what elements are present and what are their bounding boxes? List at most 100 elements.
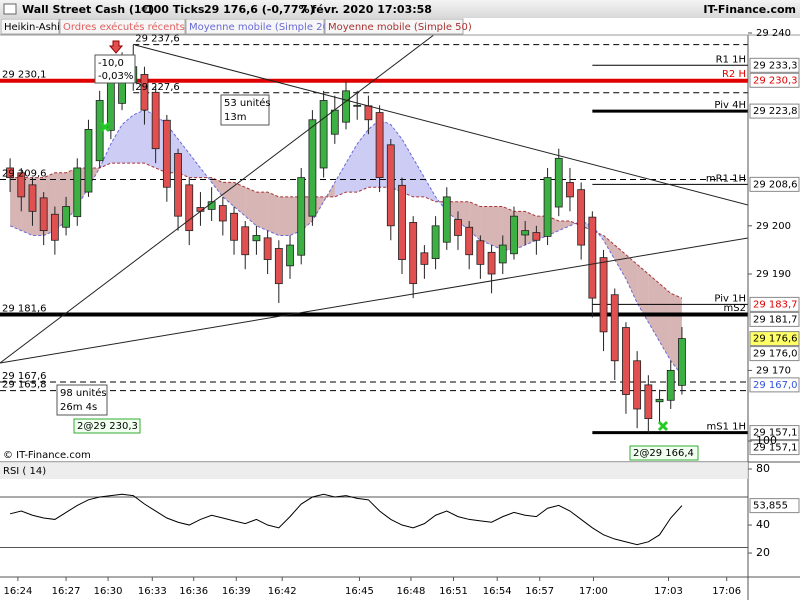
- candle-body: [330, 109, 339, 135]
- price-tag: [749, 425, 800, 441]
- ma-fill: [625, 254, 638, 303]
- candle-body: [73, 167, 82, 218]
- price-tag: [749, 103, 800, 119]
- candle-body: [442, 196, 451, 243]
- candle-body: [398, 184, 406, 260]
- price-tag: [749, 176, 800, 192]
- ma-fill: [189, 153, 201, 178]
- legend-tab[interactable]: [59, 18, 186, 35]
- price-tag: [749, 331, 800, 347]
- ma-fill: [245, 187, 257, 226]
- candle-body: [17, 172, 26, 198]
- candle-body: [454, 219, 462, 236]
- ma-fill: [234, 182, 246, 217]
- ma-fill: [491, 206, 503, 250]
- moving-average: [9, 109, 683, 376]
- candle-body: [84, 129, 93, 193]
- legend-item: Moyenne mobile (Simple 20): [189, 22, 333, 33]
- candle-body: [241, 226, 250, 256]
- x-tick-label: 16:36: [179, 586, 208, 597]
- candle-body: [465, 226, 474, 256]
- x-tick-label: 17:06: [712, 586, 741, 597]
- order-label: 2@29 166,4: [633, 448, 694, 459]
- last-price: 29 176,6 (-0,77%): [204, 3, 315, 16]
- candle-body: [599, 257, 608, 333]
- annotation-box: [56, 384, 108, 416]
- order-marker: [657, 420, 669, 432]
- ma-fill: [413, 158, 425, 197]
- brand: IT-Finance.com: [703, 3, 796, 16]
- price-tag: [749, 72, 800, 88]
- y-tick-label: 80: [756, 462, 770, 475]
- ma-fill: [133, 110, 145, 164]
- y-tick-label: 29 170: [756, 365, 791, 376]
- order-box: [629, 445, 699, 461]
- x-tick-label: 16:57: [525, 586, 554, 597]
- ma-fill: [323, 182, 335, 202]
- candle-body: [476, 240, 485, 265]
- annotation-text: -0,03%: [98, 71, 133, 82]
- ma-fill: [424, 177, 436, 202]
- moving-average: [10, 162, 683, 299]
- candle-body: [263, 237, 272, 260]
- level-label: 29 181,6: [2, 304, 47, 315]
- y-tick-label: 100: [756, 434, 777, 447]
- price-tag-label: 29 167,0: [753, 380, 798, 391]
- x-tick-label: 16:39: [222, 586, 251, 597]
- annotation-text: -10,0: [98, 58, 124, 69]
- candle-body: [588, 216, 597, 299]
- legend-tab[interactable]: [324, 18, 464, 35]
- candle-body: [342, 90, 350, 123]
- annotation-text: 98 unités: [60, 387, 107, 399]
- x-tick-label: 16:33: [138, 586, 167, 597]
- candle-body: [140, 74, 149, 111]
- candle-body: [666, 370, 675, 401]
- candle-body: [230, 212, 238, 241]
- y-tick-label: 20: [756, 546, 770, 559]
- pivot-label: Piv 1H: [714, 293, 746, 304]
- x-tick-label: 16:24: [4, 586, 33, 597]
- price-tag: [749, 57, 800, 73]
- candle-body: [319, 100, 328, 169]
- app-icon: [3, 3, 17, 15]
- legend-tab[interactable]: [0, 18, 60, 35]
- trend-line: [134, 44, 748, 206]
- x-tick-label: 16:30: [94, 586, 123, 597]
- candle-body: [252, 235, 261, 242]
- level-label: 29 230,1: [2, 70, 47, 81]
- candle-body: [297, 177, 306, 256]
- rsi-title: RSI ( 14): [3, 466, 46, 477]
- instrument: Wall Street Cash (1€): [22, 3, 154, 16]
- price-tag: [749, 440, 800, 456]
- annotation-text: 53 unités: [224, 97, 271, 109]
- legend-tab[interactable]: [185, 18, 325, 35]
- price-tag-label: 29 230,3: [753, 75, 798, 86]
- candle-body: [633, 360, 642, 410]
- legend-item: Heikin-Ashi: [4, 22, 60, 33]
- y-tick-label: 29 240: [756, 28, 791, 39]
- candle-body: [151, 91, 160, 150]
- candle-body: [28, 184, 37, 212]
- rsi-panel: [0, 493, 748, 548]
- value-tag: [749, 498, 800, 514]
- level-label: 29 165,8: [2, 380, 47, 391]
- price-tag-label: 29 157,1: [753, 428, 798, 439]
- header: Wall Street Cash (1€) 100 Ticks 29 176,6…: [0, 0, 800, 18]
- price-tag: [749, 346, 800, 362]
- level-label: 29 167,6: [2, 371, 47, 382]
- pivot-label: R1 1H: [716, 54, 746, 65]
- order-marker: [99, 121, 111, 133]
- candle-body: [554, 157, 563, 208]
- annotation-text: 13m: [224, 112, 246, 123]
- candle-body: [39, 197, 48, 232]
- value-label: 53,855: [753, 501, 788, 512]
- candle-body: [420, 252, 429, 265]
- y-tick-label: 40: [756, 518, 770, 531]
- candle-body: [218, 205, 227, 222]
- price-tag: [749, 377, 800, 393]
- rsi-line: [9, 493, 683, 546]
- ma-fill: [278, 196, 291, 236]
- annotation-text: 26m 4s: [60, 402, 97, 413]
